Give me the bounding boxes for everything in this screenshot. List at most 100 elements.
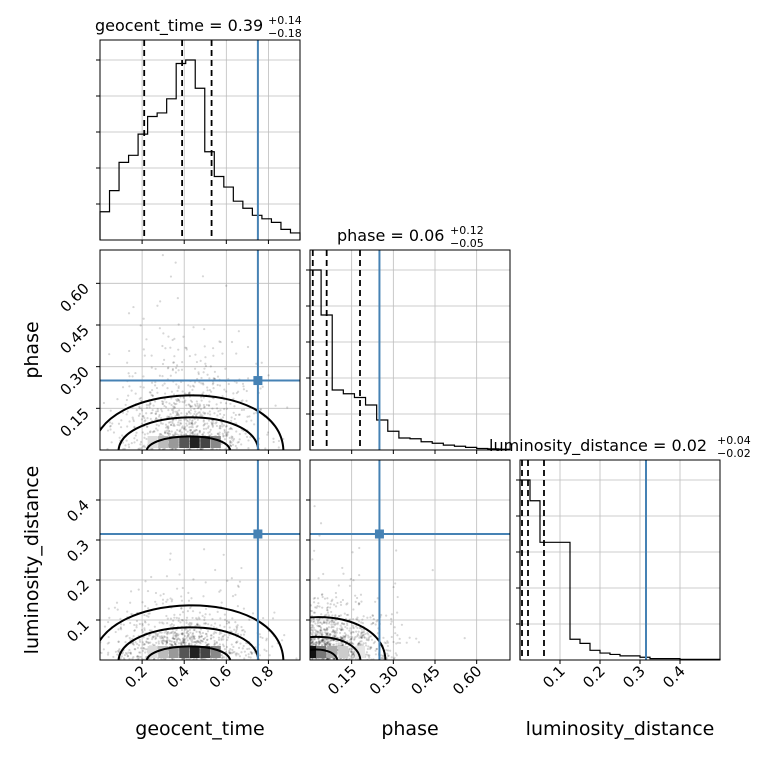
sample-point	[209, 390, 213, 393]
sample-point	[205, 638, 209, 642]
sample-point	[318, 641, 322, 645]
sample-point	[323, 639, 326, 642]
sample-point	[328, 633, 331, 636]
sample-point	[211, 347, 215, 350]
sample-point	[149, 412, 153, 415]
sample-point	[343, 631, 346, 635]
sample-point	[368, 635, 371, 638]
sample-point	[148, 629, 152, 632]
sample-point	[188, 411, 191, 414]
sample-point	[312, 631, 315, 634]
sample-point	[141, 641, 145, 644]
sample-point	[209, 634, 213, 637]
sample-point	[242, 385, 245, 388]
sample-point	[138, 622, 141, 626]
sample-point	[208, 613, 211, 616]
sample-point	[193, 367, 197, 370]
sample-point	[188, 621, 191, 625]
sample-point	[177, 369, 180, 372]
sample-point	[176, 412, 179, 415]
density-block	[210, 646, 221, 658]
sample-point	[108, 421, 112, 424]
sample-point	[370, 646, 373, 650]
sample-point	[119, 426, 123, 429]
sample-point	[386, 640, 389, 643]
sample-point	[130, 612, 133, 616]
sample-point	[344, 633, 348, 636]
sample-point	[319, 628, 322, 631]
sample-point	[325, 618, 329, 622]
sample-point	[172, 632, 175, 635]
sample-point	[238, 580, 242, 583]
sample-point	[177, 323, 180, 326]
sample-point	[365, 651, 369, 654]
sample-point	[311, 640, 314, 643]
sample-point	[143, 629, 146, 632]
sample-point	[177, 617, 181, 620]
sample-point	[230, 652, 233, 655]
sample-point	[237, 440, 240, 444]
sample-point	[204, 356, 207, 359]
sample-point	[341, 644, 345, 647]
sample-point	[346, 602, 349, 605]
sample-point	[196, 377, 199, 381]
sample-point	[204, 622, 207, 625]
sample-point	[163, 398, 166, 401]
sample-point	[258, 633, 261, 636]
sample-point	[364, 653, 368, 656]
sample-point	[342, 572, 345, 575]
sample-point	[126, 655, 129, 658]
sample-point	[310, 643, 313, 647]
sample-point	[245, 399, 248, 402]
sample-point	[340, 629, 343, 632]
sample-point	[243, 650, 246, 653]
sample-point	[372, 642, 375, 645]
sample-point	[261, 636, 264, 640]
sample-point	[163, 635, 166, 638]
sample-point	[209, 428, 212, 431]
sample-point	[333, 643, 336, 646]
density-block	[168, 436, 179, 448]
sample-point	[160, 636, 164, 639]
sample-point	[314, 641, 317, 645]
sample-point	[228, 626, 231, 629]
sample-point	[310, 641, 313, 645]
sample-point	[108, 353, 111, 356]
sample-point	[125, 439, 128, 442]
sample-point	[165, 641, 168, 644]
sample-point	[368, 656, 371, 659]
sample-point	[189, 422, 192, 425]
sample-point	[187, 591, 190, 594]
sample-point	[126, 654, 130, 658]
sample-point	[320, 622, 324, 625]
sample-point	[196, 418, 199, 421]
sample-point	[338, 627, 341, 630]
sample-point	[177, 433, 180, 437]
sample-point	[328, 640, 331, 643]
sample-point	[398, 641, 402, 645]
sample-point	[192, 578, 195, 581]
sample-point	[186, 632, 190, 635]
sample-point	[333, 629, 336, 633]
sample-point	[178, 400, 181, 403]
sample-point	[189, 399, 193, 402]
sample-point	[115, 601, 119, 604]
sample-point	[167, 425, 170, 428]
sample-point	[202, 396, 205, 399]
sample-point	[132, 634, 135, 638]
sample-point	[351, 653, 354, 656]
sample-point	[209, 657, 213, 660]
sample-point	[148, 391, 151, 394]
sample-point	[244, 654, 248, 657]
sample-point	[150, 393, 153, 397]
sample-point	[140, 447, 143, 450]
sample-point	[218, 433, 221, 436]
sample-point	[175, 414, 178, 417]
sample-point	[324, 640, 327, 643]
sample-point	[197, 372, 200, 376]
sample-point	[352, 618, 355, 621]
sample-point	[184, 399, 187, 402]
sample-point	[324, 629, 327, 632]
sample-point	[228, 651, 231, 654]
sample-point	[361, 622, 365, 625]
